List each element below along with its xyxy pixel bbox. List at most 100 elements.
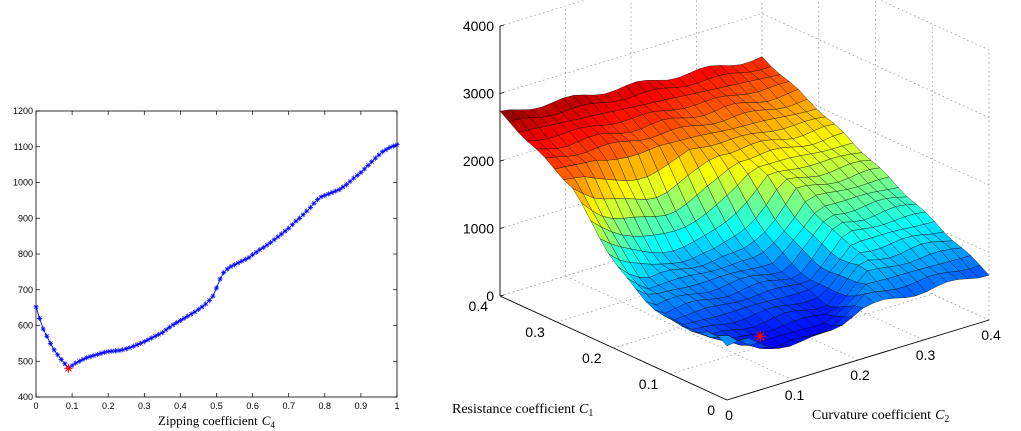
x-tick-label: 0.1 <box>66 401 79 411</box>
data-point <box>134 342 140 348</box>
data-point <box>224 266 230 272</box>
z-tick <box>499 24 505 27</box>
data-point <box>51 347 57 353</box>
data-point <box>390 143 396 149</box>
y-tick-label: 1200 <box>13 106 33 116</box>
data-point <box>286 225 292 231</box>
x-tick-label: 0.3 <box>138 401 151 411</box>
x-tick-label: 0.6 <box>246 401 259 411</box>
surface-chart-surface <box>499 56 990 349</box>
data-point <box>177 317 183 324</box>
data-point <box>181 315 187 321</box>
data-point <box>275 234 281 240</box>
data-point <box>210 293 216 299</box>
data-point <box>55 352 61 358</box>
data-point <box>80 356 86 363</box>
y-tick-label: 400 <box>18 392 33 402</box>
minimum-marker <box>754 330 766 342</box>
data-point <box>44 333 50 339</box>
data-point <box>329 189 335 196</box>
data-point <box>235 260 241 266</box>
data-point <box>307 204 313 211</box>
line-chart-x-axis-label: Zipping coefficient C4 <box>158 413 275 430</box>
data-point <box>354 172 360 178</box>
grid-line <box>565 275 793 381</box>
data-point <box>127 345 133 351</box>
x-tick-label: 0.3 <box>916 347 936 363</box>
grid-line <box>878 0 990 51</box>
grid-line <box>613 267 876 349</box>
z-tick <box>499 294 505 297</box>
data-point <box>130 343 137 349</box>
y-axis-label-subscript: 1 <box>588 408 593 419</box>
z-tick-label: 3000 <box>463 86 494 102</box>
data-point <box>369 159 375 165</box>
data-point <box>383 147 389 153</box>
x-axis-line <box>726 319 990 401</box>
y-tick-label: 0.1 <box>639 376 659 392</box>
grid-line <box>499 148 763 229</box>
z-tick-label: 2000 <box>463 153 494 169</box>
data-point <box>73 360 79 366</box>
data-point <box>138 340 144 346</box>
data-point <box>83 355 90 361</box>
data-point <box>231 262 238 268</box>
data-point <box>300 212 306 218</box>
data-point <box>358 169 364 176</box>
y-tick-label: 1000 <box>13 178 33 188</box>
data-point <box>148 335 155 341</box>
data-point <box>199 304 205 310</box>
data-point <box>159 330 165 336</box>
data-point <box>170 322 176 328</box>
z-tick <box>499 159 505 162</box>
data-point <box>76 358 82 364</box>
data-point <box>192 309 198 315</box>
data-point <box>120 347 126 353</box>
data-point <box>33 304 39 310</box>
data-point <box>260 244 267 251</box>
surface-chart-ticks: 0100020003000400000.10.20.30.400.10.20.3… <box>463 18 1001 423</box>
data-point <box>289 222 295 228</box>
z-tick-label: 4000 <box>463 18 494 34</box>
data-point <box>365 162 371 168</box>
data-point <box>268 239 274 246</box>
surface-patch <box>717 335 738 347</box>
data-point <box>343 182 350 188</box>
y-tick-label: 0 <box>707 402 715 418</box>
data-point <box>293 218 299 224</box>
data-point <box>206 297 212 304</box>
x-tick-label: 0.7 <box>282 401 295 411</box>
y-tick-label: 0.2 <box>582 350 602 366</box>
z-tick-label: 1000 <box>463 221 494 237</box>
x-tick-label: 0.2 <box>102 401 115 411</box>
data-point <box>318 194 324 200</box>
y-tick-label: 500 <box>18 356 33 366</box>
data-point <box>69 362 75 369</box>
data-point <box>91 352 97 359</box>
data-point <box>101 349 108 355</box>
grid-line <box>499 215 763 297</box>
data-point <box>340 184 346 190</box>
minimum-marker <box>64 364 73 373</box>
surface-chart-x-axis-label: Curvature coefficient C2 <box>812 408 949 425</box>
data-point <box>94 351 100 358</box>
data-point <box>304 208 310 214</box>
data-point <box>271 237 277 243</box>
data-point <box>282 228 288 234</box>
data-point <box>333 188 339 194</box>
data-point <box>387 144 393 151</box>
data-point <box>351 175 357 181</box>
line-chart-plot-area <box>35 110 398 398</box>
y-tick-label: 0.3 <box>525 324 545 340</box>
data-point <box>156 331 162 338</box>
data-point <box>87 354 93 360</box>
x-tick-label: 0.4 <box>981 327 1001 343</box>
y-tick-label: 800 <box>18 249 33 259</box>
data-point <box>322 192 328 198</box>
data-point <box>47 340 54 346</box>
grid-line <box>499 13 763 94</box>
data-point <box>361 166 368 172</box>
x-tick-label: 0.5 <box>210 401 223 411</box>
data-point <box>141 338 147 345</box>
